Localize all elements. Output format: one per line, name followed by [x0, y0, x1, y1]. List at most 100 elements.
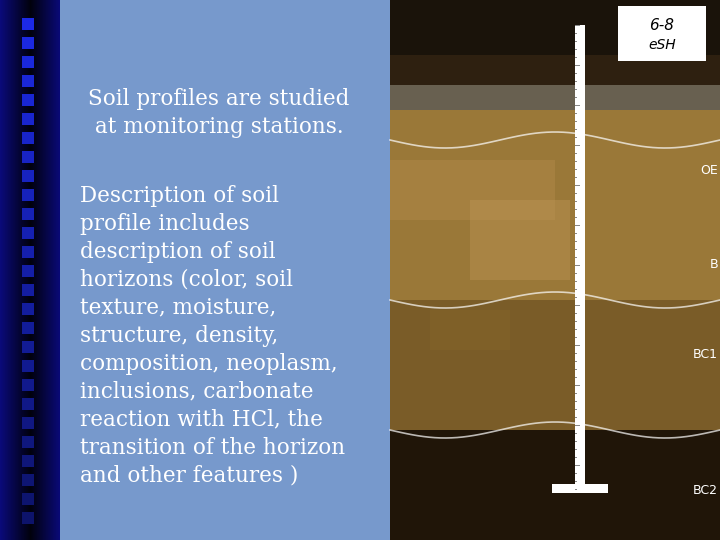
Bar — [575, 377, 577, 378]
Bar — [35, 0, 36, 540]
Bar — [575, 81, 577, 82]
Bar — [575, 433, 577, 434]
Bar — [575, 361, 577, 362]
Bar — [38, 0, 39, 540]
Bar — [390, 55, 720, 85]
Bar — [575, 129, 577, 130]
Bar — [54, 0, 55, 540]
Bar — [575, 385, 580, 386]
Bar — [575, 297, 577, 298]
Bar — [43, 0, 44, 540]
Bar — [46, 0, 47, 540]
Bar — [575, 281, 577, 282]
Bar — [22, 398, 34, 410]
Text: Soil profiles are studied
 at monitoring stations.: Soil profiles are studied at monitoring … — [88, 88, 349, 138]
Text: Description of soil
profile includes
description of soil
horizons (color, soil
t: Description of soil profile includes des… — [80, 185, 345, 487]
Bar — [60, 0, 390, 540]
Bar — [8, 0, 9, 540]
Bar — [39, 0, 40, 540]
Bar — [22, 227, 34, 239]
Bar — [470, 200, 570, 280]
Text: 6-8: 6-8 — [649, 18, 675, 33]
Bar — [58, 0, 59, 540]
Bar — [575, 161, 577, 162]
Bar — [22, 56, 34, 68]
Bar — [55, 0, 56, 540]
Bar — [22, 284, 34, 296]
Bar — [40, 0, 41, 540]
Bar — [30, 0, 31, 540]
Bar — [32, 0, 33, 540]
Bar — [36, 0, 37, 540]
Bar — [575, 313, 577, 314]
Bar — [50, 0, 51, 540]
Bar — [9, 0, 10, 540]
Bar — [575, 73, 577, 74]
Bar — [59, 0, 60, 540]
Text: BC1: BC1 — [693, 348, 718, 361]
Bar — [575, 225, 580, 226]
Bar — [27, 0, 28, 540]
Bar — [28, 0, 29, 540]
Bar — [22, 417, 34, 429]
Bar — [22, 341, 34, 353]
Bar — [390, 160, 555, 220]
Bar — [575, 369, 577, 370]
Bar — [22, 113, 34, 125]
Bar — [575, 57, 577, 58]
Bar — [11, 0, 12, 540]
Bar — [575, 105, 580, 106]
Bar — [42, 0, 43, 540]
Bar — [22, 151, 34, 163]
Bar — [24, 0, 25, 540]
Bar — [575, 337, 577, 338]
Bar — [575, 289, 577, 290]
Bar — [49, 0, 50, 540]
Bar — [22, 379, 34, 391]
Bar — [7, 0, 8, 540]
Bar — [575, 465, 580, 466]
Bar — [33, 0, 34, 540]
Bar — [390, 110, 720, 300]
Bar — [47, 0, 48, 540]
Bar — [3, 0, 4, 540]
Text: BC2: BC2 — [693, 483, 718, 496]
Bar — [29, 0, 30, 540]
Bar — [575, 265, 580, 266]
Bar — [19, 0, 20, 540]
Bar — [22, 18, 34, 30]
Bar — [575, 457, 577, 458]
Bar — [22, 474, 34, 486]
Bar — [575, 345, 580, 346]
Bar — [575, 89, 577, 90]
Bar — [10, 0, 11, 540]
Bar — [575, 33, 577, 34]
Bar — [41, 0, 42, 540]
Bar — [22, 436, 34, 448]
Bar — [390, 300, 720, 430]
Bar — [20, 0, 21, 540]
Bar — [575, 329, 577, 330]
Bar — [575, 153, 577, 154]
Bar — [575, 169, 577, 170]
Bar — [22, 493, 34, 505]
Bar — [4, 0, 5, 540]
Bar — [22, 170, 34, 182]
Bar — [575, 209, 577, 210]
Bar — [22, 37, 34, 49]
Bar — [22, 512, 34, 524]
Text: OE: OE — [701, 164, 718, 177]
Bar — [22, 360, 34, 372]
Bar — [57, 0, 58, 540]
Bar — [575, 489, 577, 490]
Bar — [22, 455, 34, 467]
Bar — [31, 0, 32, 540]
Bar — [48, 0, 49, 540]
Bar — [575, 113, 577, 114]
Bar — [14, 0, 15, 540]
Bar — [0, 0, 1, 540]
Bar — [22, 265, 34, 277]
Bar — [575, 25, 580, 26]
Bar — [575, 257, 577, 258]
Bar — [390, 430, 720, 540]
